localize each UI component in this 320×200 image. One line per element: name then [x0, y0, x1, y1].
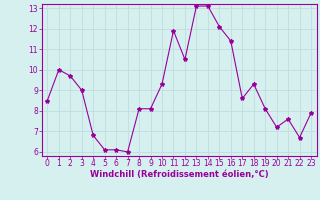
X-axis label: Windchill (Refroidissement éolien,°C): Windchill (Refroidissement éolien,°C) — [90, 170, 268, 179]
